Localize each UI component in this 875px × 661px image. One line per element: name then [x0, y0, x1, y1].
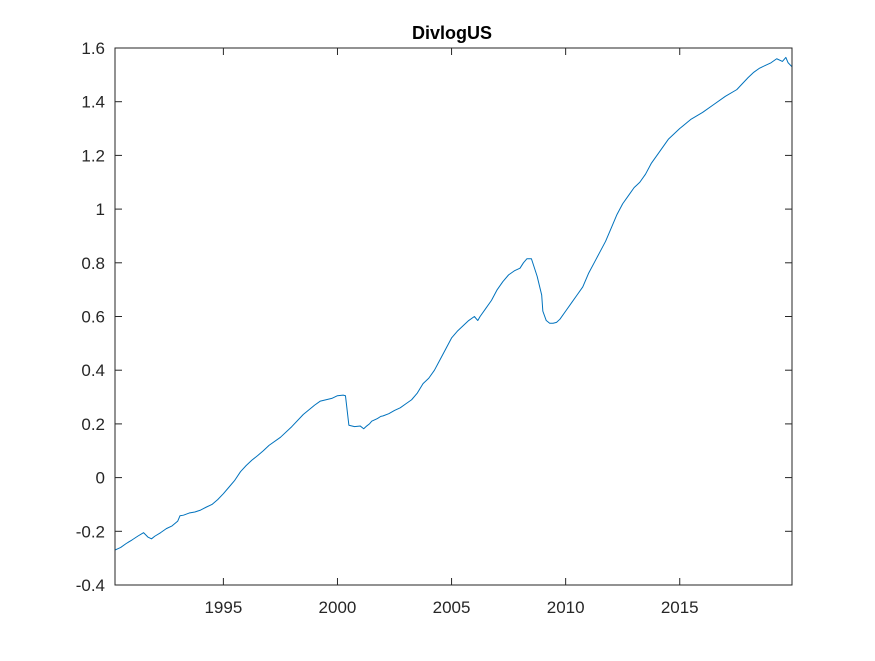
y-tick-label: -0.4	[76, 576, 105, 595]
chart-title: DivlogUS	[412, 23, 492, 43]
axes-layer: 1995 2000 2005 2010 2015 -0.4 -0.2 0 0.2 0.4 0.6 0.…	[76, 39, 793, 617]
y-tick-label: 1.2	[81, 146, 105, 165]
y-tick-label: -0.2	[76, 522, 105, 541]
series-line-1	[115, 56, 792, 551]
y-tick-label: 0.6	[81, 308, 105, 327]
y-tick-label: 1	[96, 200, 105, 219]
y-tick-label: 1.6	[81, 39, 105, 58]
x-tick-label: 2005	[433, 598, 471, 617]
x-tick-label: 2015	[661, 598, 699, 617]
x-tick-label: 2000	[319, 598, 357, 617]
plot-layer	[115, 56, 792, 551]
y-tick-label: 0.8	[81, 254, 105, 273]
x-tick-label: 2010	[547, 598, 585, 617]
y-tick-label: 0	[96, 469, 105, 488]
x-tick-label: 1995	[204, 598, 242, 617]
y-tick-label: 1.4	[81, 93, 105, 112]
y-tick-label: 0.4	[81, 361, 105, 380]
y-tick-label: 0.2	[81, 415, 105, 434]
